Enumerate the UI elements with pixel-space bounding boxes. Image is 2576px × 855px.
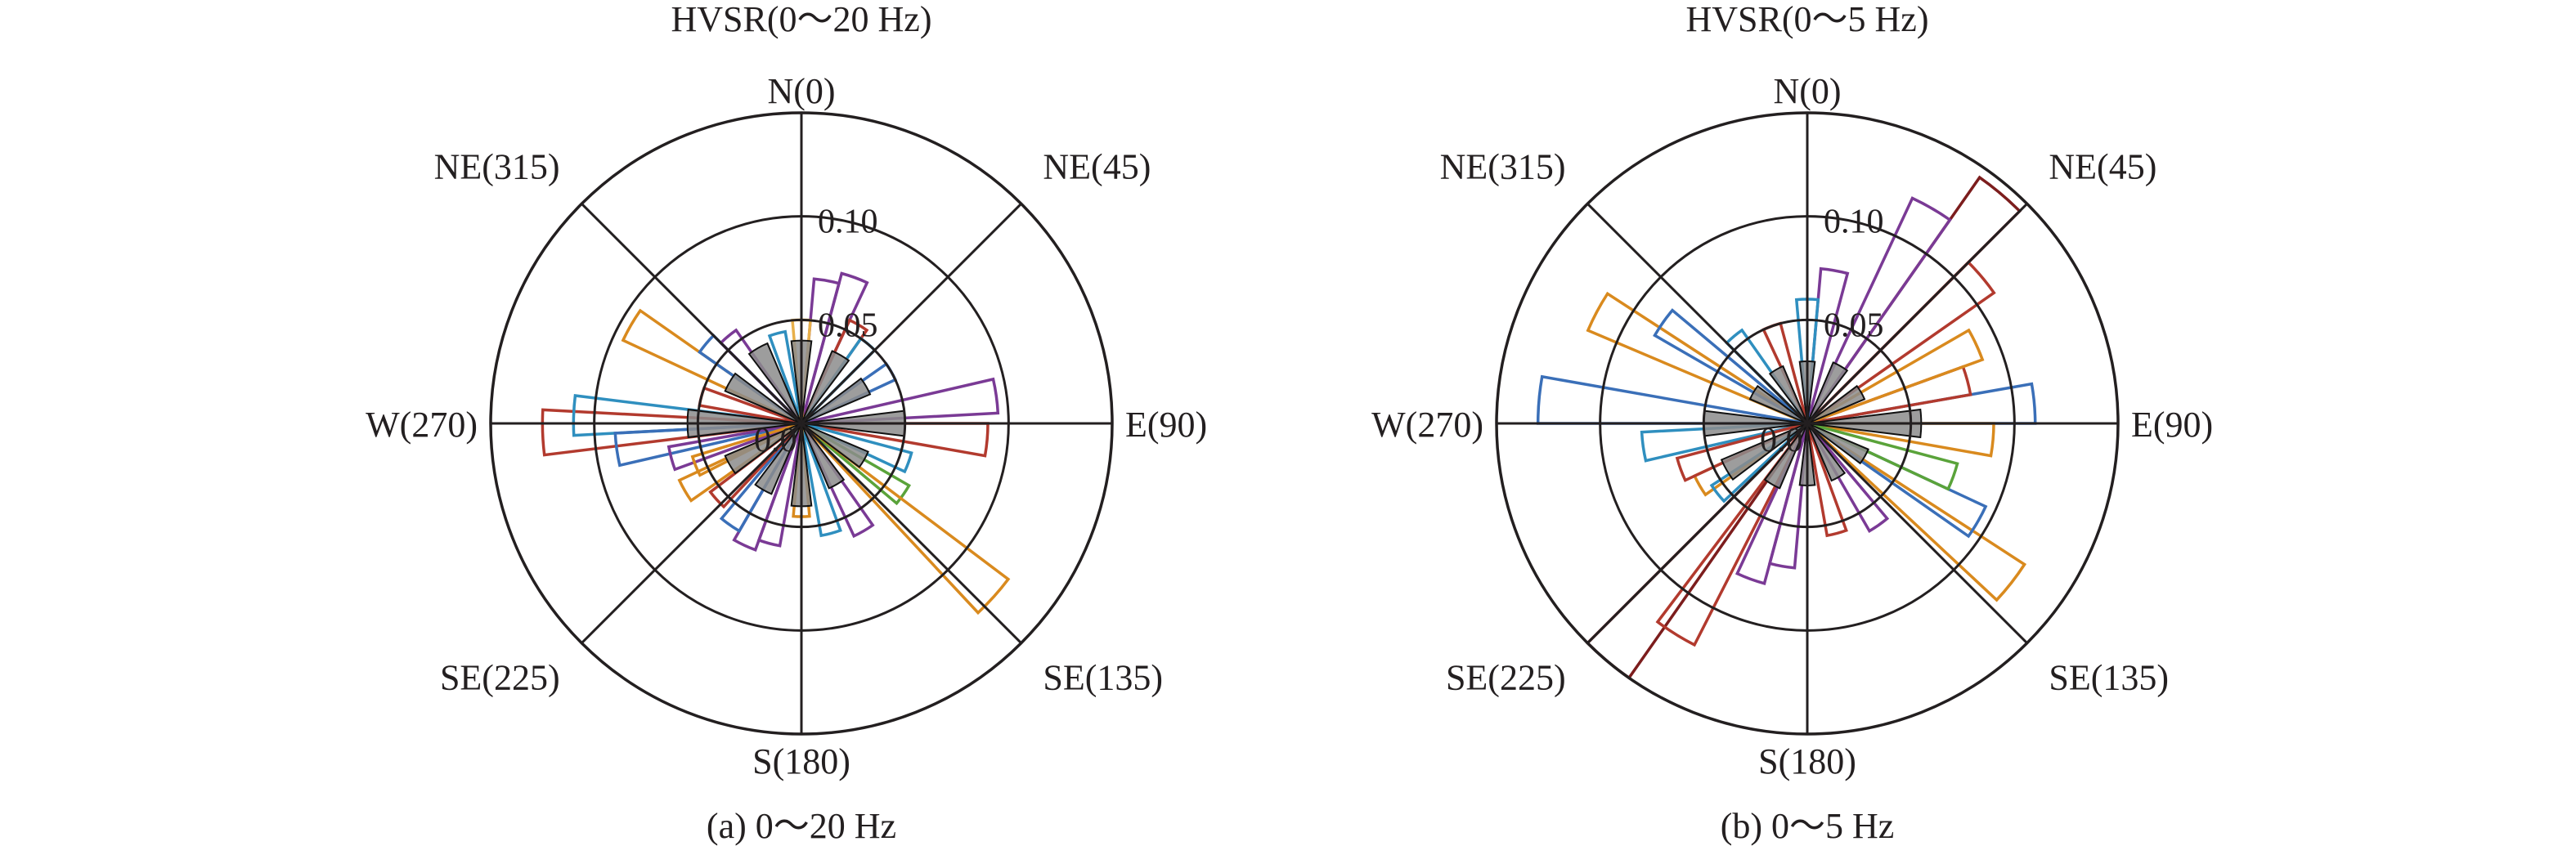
panel-a-tick-label-0: 0.05 (818, 307, 878, 344)
panel-b-direction-label-2: E(90) (2131, 405, 2213, 445)
panel-a-sector-4 (621, 308, 803, 425)
panel-b-direction-label-4: S(180) (1758, 741, 1856, 781)
panel-a-spoke-5 (581, 422, 803, 644)
panel-a-direction-label-0: N(0) (767, 71, 835, 111)
panel-a-spoke-3 (800, 422, 1022, 644)
panel-b-direction-label-3: SE(135) (2049, 657, 2169, 697)
panel-b-sector-14 (1806, 328, 1985, 425)
panel-b-title: HVSR(0～5 Hz) (1686, 0, 1929, 39)
panel-a-mean-sector-2 (801, 377, 872, 424)
panel-b-direction-label-0: N(0) (1773, 71, 1841, 111)
panel-b-sector-20 (1806, 266, 1850, 424)
panel-a-sector-13 (801, 422, 913, 474)
panel-a-sector-19 (732, 423, 803, 552)
panel-b-sector-18 (1806, 422, 1890, 533)
panel-b-chart: 0.05 0.10 0.0 N(0) NE(45) E(90) SE(135) S(180) S… (1371, 0, 2213, 846)
panel-b-sector-23 (1675, 422, 1808, 482)
panel-b-tick-label-0: 0.05 (1824, 307, 1884, 344)
panel-b-mean-sector-1 (1806, 361, 1849, 424)
panel-b-sector-16 (1806, 422, 1988, 539)
panel-a-mean-sector-1 (801, 350, 850, 424)
panel-a-spoke-7 (581, 203, 803, 425)
panel-b-sector-15 (1806, 422, 2027, 602)
panel-b-sector-19 (1806, 423, 1848, 538)
panel-b-sector-10 (1640, 422, 1808, 463)
panel-a-direction-label-4: S(180) (752, 741, 850, 781)
panel-a-sector-7 (800, 271, 869, 424)
panel-a-direction-label-3: SE(135) (1043, 657, 1163, 697)
panel-a-sector-1 (572, 394, 802, 437)
panel-b-mean-sector-11 (1768, 365, 1808, 424)
panel-a-sector-11 (801, 377, 1000, 425)
panel-b-sector-4 (1655, 422, 1809, 647)
panel-a-mean-sector-10 (724, 372, 802, 424)
panel-a-sector-20 (719, 422, 803, 533)
panel-b-mean-sector-5 (1806, 423, 1847, 482)
panel-b-direction-label-7: NE(315) (1440, 147, 1566, 187)
panel-b-mean-sector-2 (1806, 384, 1866, 424)
panel-b-sector-5 (1735, 423, 1809, 585)
panel-a-direction-label-6: W(270) (366, 405, 478, 445)
panel-b-mean-sector-8 (1720, 423, 1808, 481)
panel-b-spoke-3 (1806, 422, 2028, 644)
panel-a-mean-sector-5 (801, 423, 846, 490)
panel-b-direction-label-6: W(270) (1371, 405, 1483, 445)
panel-a-title: HVSR(0～20 Hz) (671, 0, 932, 39)
panel-a-sector-3 (666, 422, 802, 472)
panel-a-spoke-1 (800, 203, 1022, 425)
panel-a-sector-9 (800, 318, 869, 425)
panel-a-sector-15 (800, 422, 1011, 616)
panel-b-direction-label-5: SE(225) (1446, 657, 1566, 697)
panel-b-sector-8 (1653, 308, 1809, 425)
panel-a-sector-22 (677, 422, 803, 503)
panel-a-sector-2 (613, 422, 802, 468)
panel-a-direction-label-1: NE(45) (1043, 147, 1151, 187)
panel-b-inner-tick-label: 0.0 (1760, 422, 1803, 459)
panel-a-direction-label-7: NE(315) (434, 147, 560, 187)
panel-b-caption: (b) 0～5 Hz (1721, 806, 1895, 846)
panel-b-grid (1495, 111, 2120, 736)
panel-a-mean-sector-4 (801, 423, 869, 468)
panel-b-spoke-7 (1586, 203, 1809, 425)
panel-a-direction-label-5: SE(225) (440, 657, 560, 697)
panel-b-mean-sectors (1703, 360, 1923, 490)
panel-a-grid (489, 111, 1114, 736)
panel-a-labels: 0.05 0.10 0.0 N(0) NE(45) E(90) SE(135) S(180) S… (366, 71, 1207, 781)
panel-a-mean-sector-8 (724, 423, 802, 475)
panel-b-labels: 0.05 0.10 0.0 N(0) NE(45) E(90) SE(135) S(180) S… (1371, 71, 2213, 781)
panel-a-mean-sector-11 (747, 342, 802, 424)
panel-a-sector-25 (767, 329, 803, 424)
panel-a-tick-label-1: 0.10 (818, 204, 878, 241)
panel-a-sector-21 (708, 422, 803, 509)
panel-a-inner-tick-label: 0.0 (754, 422, 797, 459)
panel-b-mean-sector-7 (1763, 423, 1808, 490)
panel-a-direction-label-2: E(90) (1125, 405, 1207, 445)
panel-b-direction-label-1: NE(45) (2049, 147, 2156, 187)
panel-a-sector-17 (800, 423, 842, 538)
panel-a-caption: (a) 0～20 Hz (707, 806, 896, 846)
panel-b-sector-7 (1586, 291, 1808, 425)
panel-b-sector-17 (1806, 422, 1959, 491)
panel-b-mean-sector-10 (1748, 384, 1808, 424)
panel-b-mean-sector-4 (1806, 423, 1869, 465)
panel-b-tick-label-1: 0.10 (1824, 204, 1884, 241)
panel-a-sector-0 (541, 408, 802, 457)
panel-b-spoke-5 (1586, 422, 1809, 644)
panel-a-sector-8 (800, 277, 841, 424)
panel-a-mean-sector-7 (754, 423, 802, 495)
panel-b-sector-6 (1767, 423, 1809, 570)
panel-a-sector-14 (800, 422, 911, 506)
panel-b-spoke-1 (1806, 203, 2028, 425)
panel-a-sector-23 (690, 422, 802, 477)
panel-a-sector-16 (800, 422, 875, 539)
panel-b-sector-26 (1709, 422, 1809, 504)
panel-a-chart: 0.05 0.10 0.0 N(0) NE(45) E(90) SE(135) S(180) S… (366, 0, 1207, 846)
panel-b-sector-1 (1806, 196, 1952, 425)
